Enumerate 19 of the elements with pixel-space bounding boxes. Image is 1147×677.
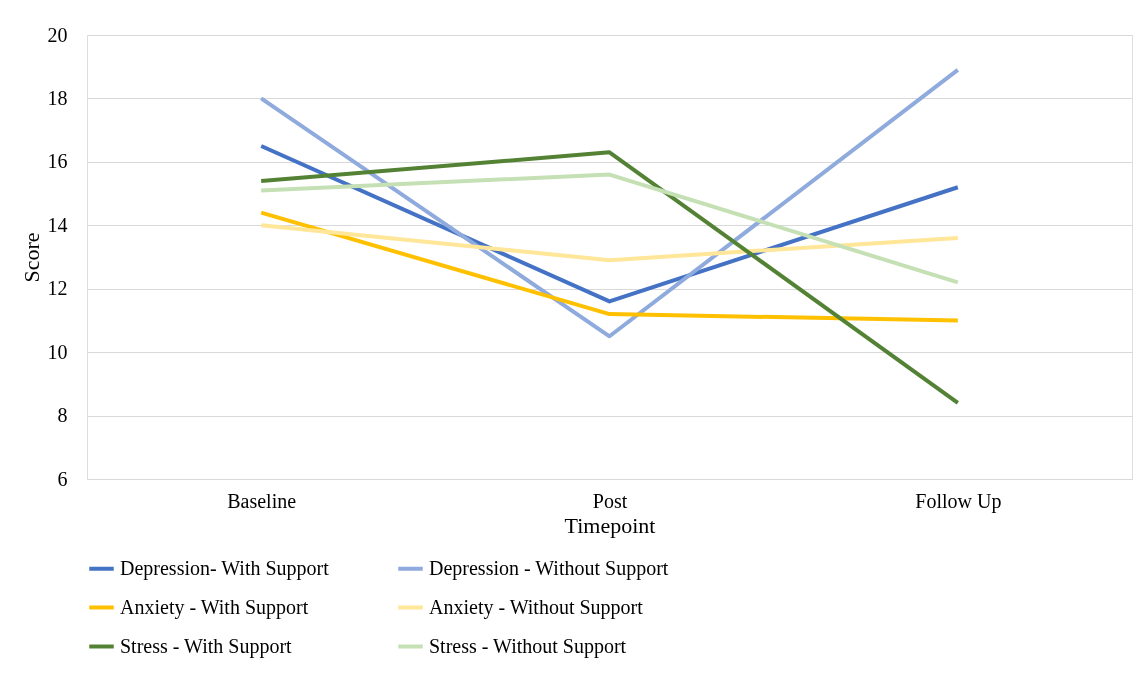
- y-tick-label: 12: [47, 277, 68, 300]
- x-tick-label: Baseline: [227, 489, 297, 512]
- x-tick-label: Follow Up: [915, 489, 1002, 513]
- legend-label: Anxiety - Without Support: [429, 595, 644, 619]
- y-tick-label: 10: [47, 340, 68, 363]
- y-tick-label: 8: [57, 404, 68, 427]
- y-tick-label: 16: [47, 150, 68, 173]
- y-tick-label: 20: [47, 23, 68, 46]
- y-tick-label: 6: [57, 467, 68, 490]
- y-axis-title: Score: [18, 232, 44, 283]
- legend-label: Depression - Without Support: [429, 556, 669, 580]
- legend-label: Stress - With Support: [120, 634, 293, 658]
- y-tick-label: 14: [47, 213, 68, 236]
- legend-label: Depression- With Support: [120, 556, 330, 580]
- y-tick-label: 18: [47, 86, 68, 109]
- legend-label: Stress - Without Support: [429, 634, 627, 658]
- legend-label: Anxiety - With Support: [120, 595, 309, 619]
- x-axis-title: Timepoint: [564, 512, 656, 538]
- x-tick-label: Post: [592, 489, 628, 512]
